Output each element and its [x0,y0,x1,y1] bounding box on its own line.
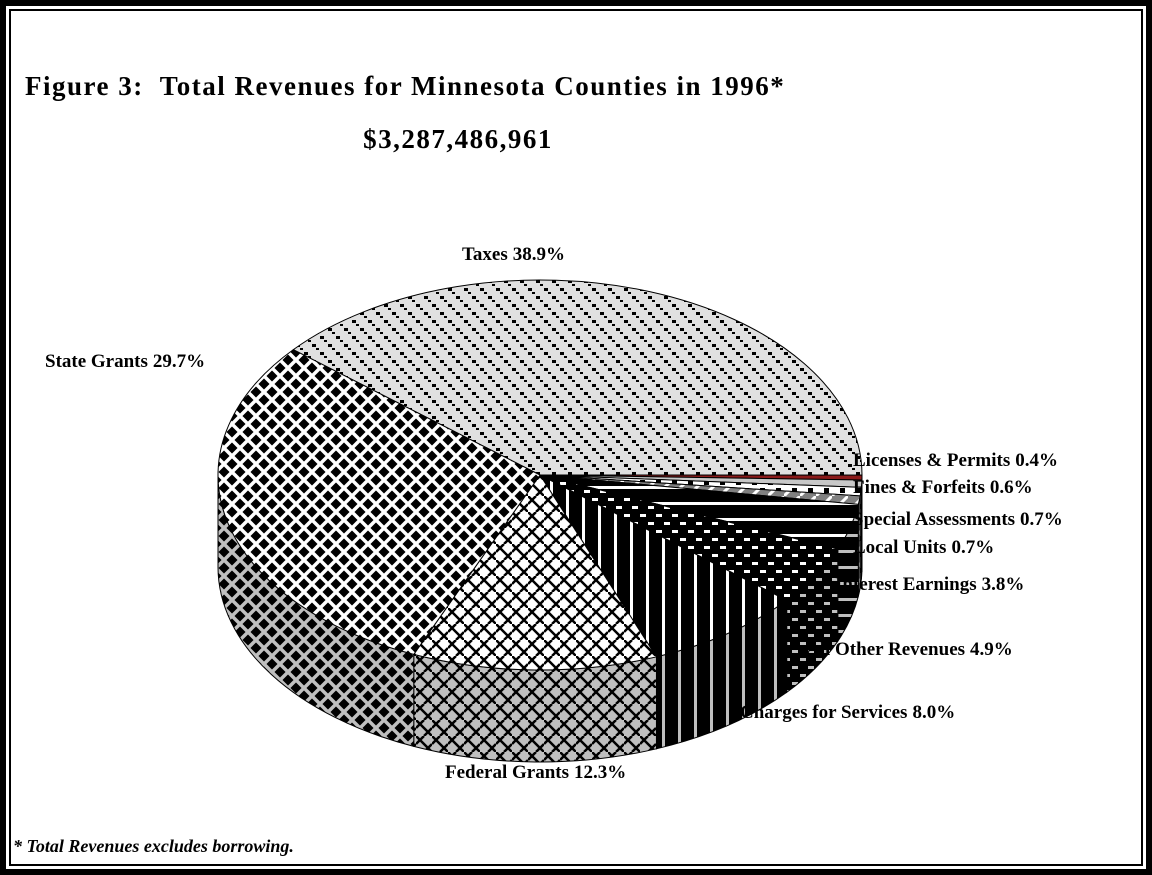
slice-label: Interest Earnings 3.8% [835,574,1024,595]
slice-side-shade [218,475,414,747]
label-value: 38.9% [513,244,565,265]
footnote: * Total Revenues excludes borrowing. [13,836,294,856]
label-name: Licenses & Permits [853,450,1010,471]
labels: Taxes 38.9% Licenses & Permits 0.4% Fines & … [45,244,1063,783]
label-value: 29.7% [153,351,205,372]
chart-title: Figure 3: Total Revenues for Minnesota C… [25,71,785,101]
slice-label: Licenses & Permits 0.4% [853,450,1058,471]
label-value: 4.9% [970,639,1013,660]
slice-side-shade [656,600,787,749]
slice-label: State Grants 29.7% [45,351,205,372]
label-value: 0.7% [951,537,994,558]
label-value: 12.3% [574,762,626,783]
label-name: Fines & Forfeits [853,477,985,498]
label-name: All Other Revenues [806,639,965,660]
label-name: Charges for Services [740,702,907,723]
inner-frame [9,9,1143,866]
slice [412,474,658,671]
slice-label: Special Assessments 0.7% [853,509,1063,530]
label-value: 0.6% [990,477,1033,498]
label-name: Taxes [462,244,508,265]
label-value: 0.4% [1015,450,1058,471]
slice [538,473,788,658]
label-value: 8.0% [912,702,955,723]
pie [217,279,863,763]
slice-label: Taxes 38.9% [462,244,565,265]
slice [292,279,863,476]
label-name: Local Units [853,537,946,558]
label-name: Federal Grants [445,762,569,783]
slice-label: All Other Revenues 4.9% [806,639,1013,660]
slice-side-shade [837,504,859,642]
slice-label: Federal Grants 12.3% [445,762,626,783]
slice-label: Local Units 0.7% [853,537,994,558]
label-value: 0.7% [1020,509,1063,530]
label-name: State Grants [45,351,148,372]
label-name: Special Assessments [853,509,1015,530]
slice-side-shade [786,549,838,693]
label-value: 3.8% [982,574,1025,595]
slice [217,349,541,655]
slice-label: Charges for Services 8.0% [740,702,955,723]
label-name: Interest Earnings [835,574,977,595]
chart-subtitle: $3,287,486,961 [363,124,553,154]
slice-side-shade [413,654,657,763]
slice-label: Fines & Forfeits 0.6% [853,477,1033,498]
